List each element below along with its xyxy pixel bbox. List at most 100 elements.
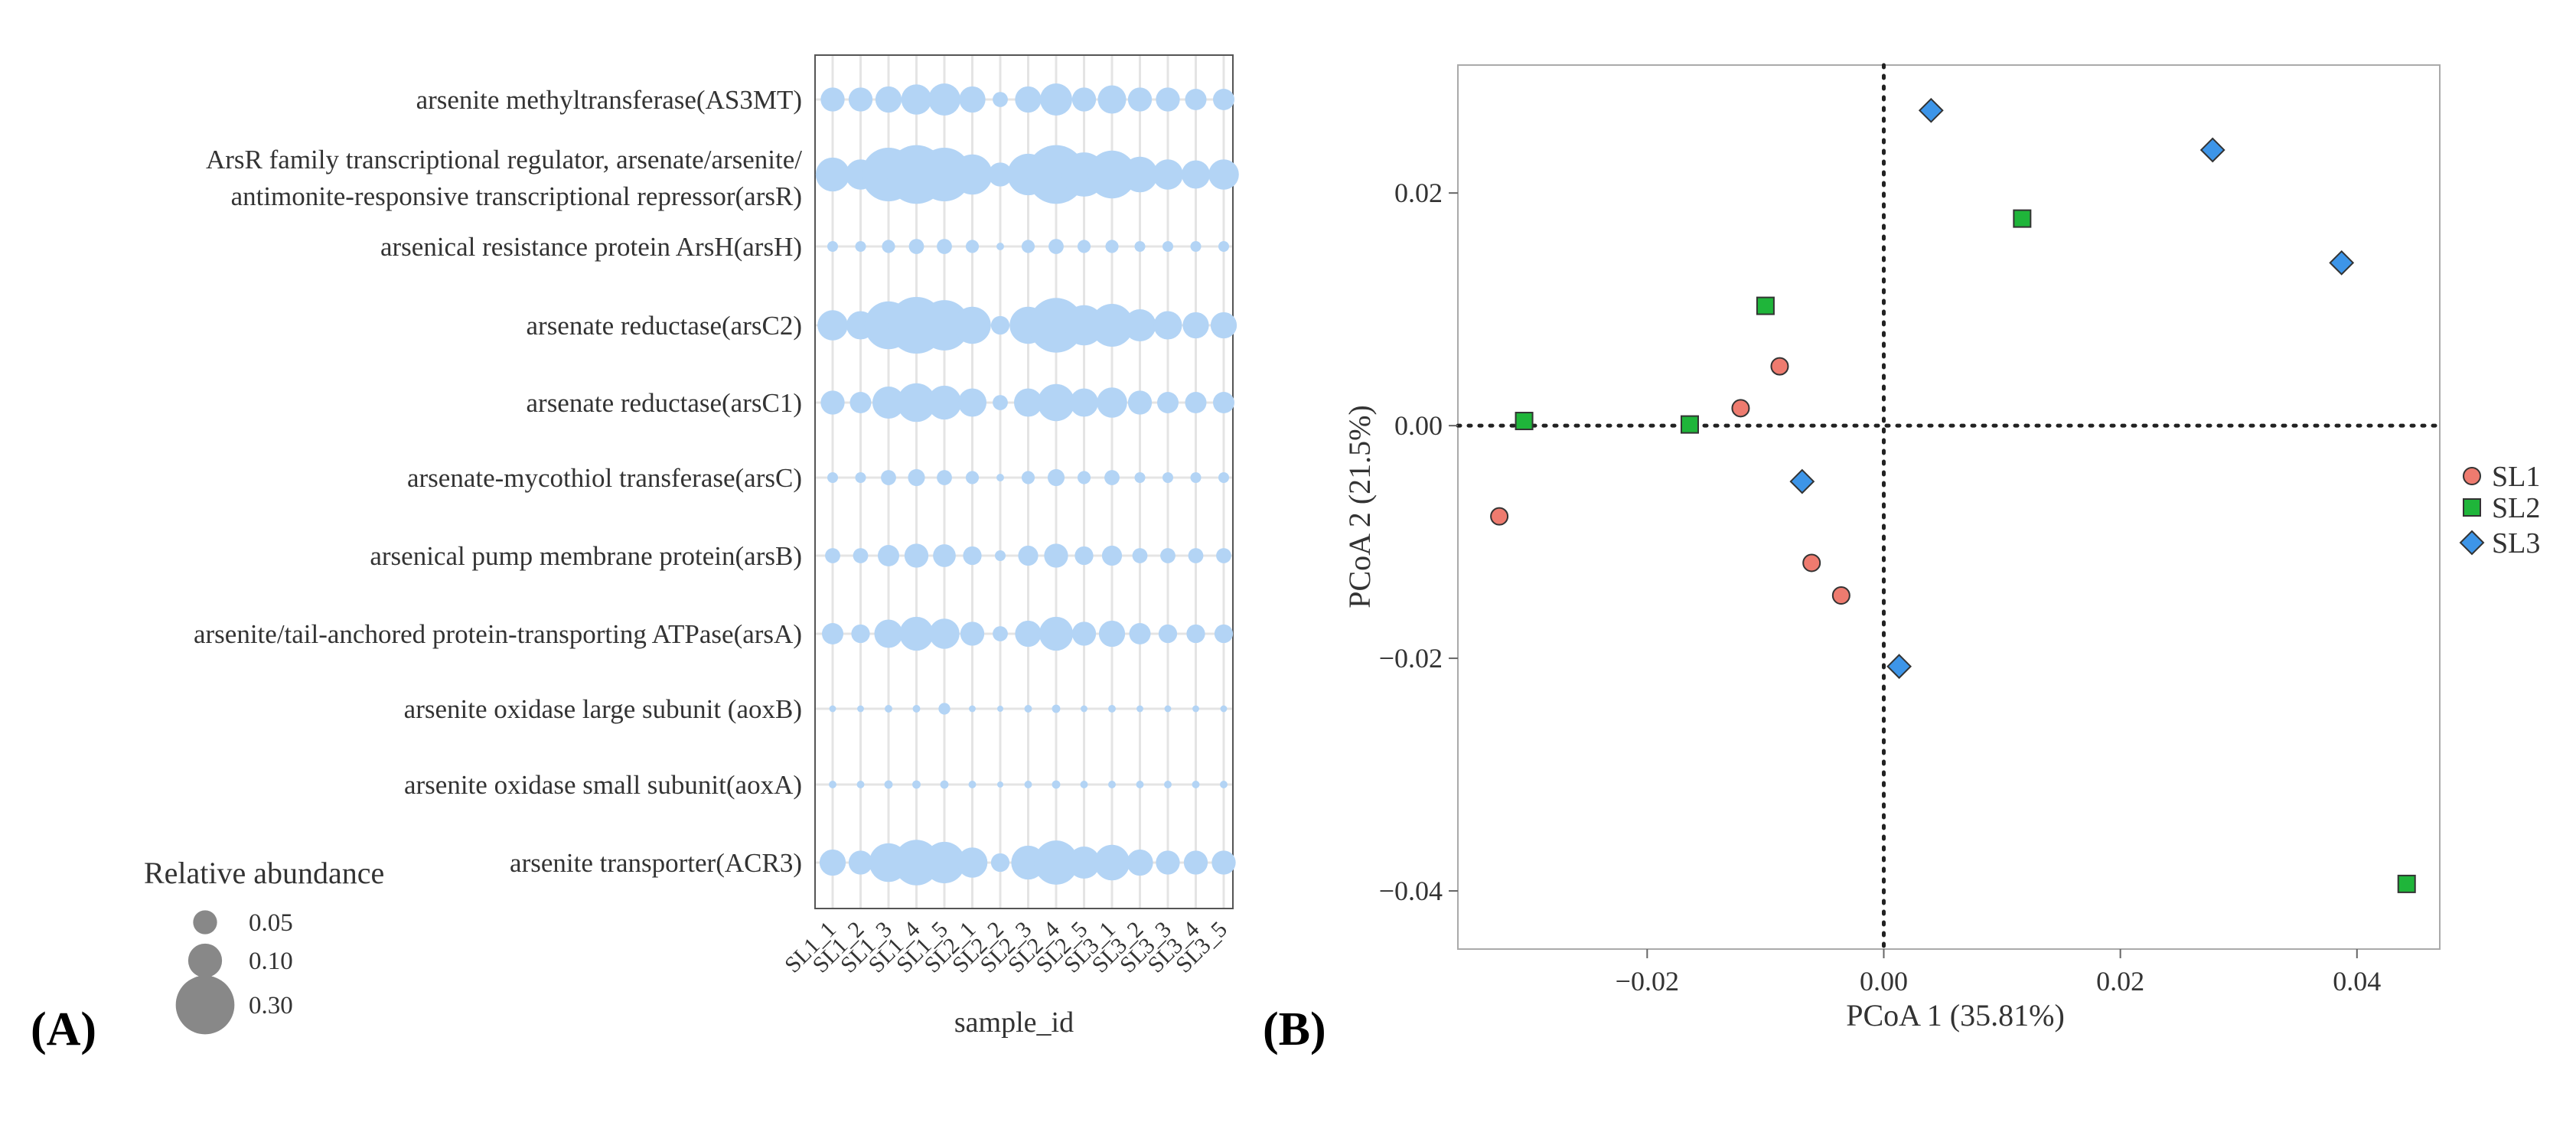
legend-label-sl2: SL2 xyxy=(2492,492,2540,524)
bubble xyxy=(923,841,966,884)
bubble xyxy=(1071,621,1097,646)
bubble xyxy=(1208,159,1239,190)
bubble xyxy=(1220,781,1228,788)
bubble xyxy=(1136,781,1144,788)
bubble xyxy=(963,546,982,566)
bubble xyxy=(1164,705,1172,713)
bubble xyxy=(848,87,873,112)
x-tick-label: 0.04 xyxy=(2333,966,2381,997)
bubble xyxy=(993,92,1008,107)
bubble xyxy=(928,83,960,116)
bubble xyxy=(1077,240,1091,253)
bubble xyxy=(993,626,1008,641)
size-legend-label: 0.30 xyxy=(249,992,293,1019)
y-tick-label: 0.00 xyxy=(1394,410,1443,441)
bubble xyxy=(820,87,845,112)
bubble xyxy=(1021,471,1035,484)
bubble xyxy=(1162,472,1173,483)
bubble-row-label: arsenate-mycothiol transferase(arsC) xyxy=(407,463,802,493)
bubble xyxy=(819,849,846,876)
bubble xyxy=(1052,780,1061,789)
bubble xyxy=(817,310,848,341)
bubble xyxy=(875,86,902,113)
bubble xyxy=(1080,781,1088,788)
bubble xyxy=(881,470,896,485)
bubble xyxy=(988,162,1012,187)
bubble xyxy=(1013,388,1043,417)
bubble xyxy=(901,84,932,115)
bubble xyxy=(1153,159,1183,190)
bubble xyxy=(897,383,936,422)
bubble xyxy=(940,780,949,789)
bubble xyxy=(1091,304,1133,347)
sl1-point xyxy=(1831,586,1850,605)
legend-symbol-sl1 xyxy=(2463,467,2481,485)
size-legend: 0.05 0.10 0.30 xyxy=(175,909,293,1035)
bubble xyxy=(856,781,865,788)
bubble xyxy=(1048,239,1064,254)
bubble xyxy=(1087,150,1136,199)
bubble xyxy=(952,154,993,195)
sl1-point xyxy=(1490,507,1509,526)
pcoa-points xyxy=(1490,97,2416,893)
bubble xyxy=(1134,472,1146,483)
bubble xyxy=(1214,624,1234,644)
bubble xyxy=(1024,705,1032,713)
size-legend-symbol xyxy=(193,910,217,935)
bubble xyxy=(820,390,845,415)
bubble xyxy=(1218,472,1229,483)
panel-label-b: (B) xyxy=(1263,1003,1326,1055)
legend-label-sl1: SL1 xyxy=(2492,461,2540,493)
bubble xyxy=(1069,388,1099,417)
bubble xyxy=(1158,624,1178,644)
bubble xyxy=(882,240,895,253)
bubble xyxy=(1077,471,1091,484)
bubble xyxy=(1108,705,1116,713)
bubble xyxy=(1185,392,1207,413)
sl3-point xyxy=(1789,468,1815,494)
bubble xyxy=(1122,156,1158,193)
bubble xyxy=(1018,545,1039,566)
bubble xyxy=(874,619,903,648)
bubble xyxy=(1156,87,1180,112)
bubble xyxy=(827,472,838,483)
bubble xyxy=(997,706,1003,712)
bubble xyxy=(919,300,970,351)
bubble xyxy=(1081,705,1087,713)
bubble-x-axis-label: sample_id xyxy=(954,1006,1074,1039)
pcoa-plot-frame xyxy=(1457,64,2441,950)
sl2-point xyxy=(1756,296,1775,315)
bubble xyxy=(885,705,892,713)
bubble xyxy=(937,470,952,485)
bubble xyxy=(1134,241,1146,252)
sl2-point xyxy=(1680,415,1699,434)
bubble-row-label: arsenate reductase(arsC1) xyxy=(527,388,803,418)
pcoa-x-axis-label: PCoA 1 (35.81%) xyxy=(1846,998,2065,1033)
bubble xyxy=(959,86,986,113)
bubble xyxy=(1136,705,1143,713)
bubble xyxy=(829,705,836,713)
bubble xyxy=(912,705,921,713)
bubble xyxy=(954,306,991,344)
bubble xyxy=(855,472,866,483)
bubble xyxy=(1218,241,1229,252)
bubble xyxy=(853,548,869,563)
bubble xyxy=(1192,781,1200,788)
size-legend-label: 0.05 xyxy=(249,909,293,937)
sl2-point xyxy=(2397,874,2416,893)
pcoa-y-axis-label: PCoA 2 (21.5%) xyxy=(1342,405,1377,608)
bubble xyxy=(938,703,951,715)
bubble xyxy=(851,624,870,644)
bubble xyxy=(1101,545,1123,566)
bubble xyxy=(872,387,905,419)
size-legend-symbol xyxy=(187,943,223,978)
bubble xyxy=(1037,383,1075,422)
bubble xyxy=(1190,241,1202,252)
bubble xyxy=(1039,616,1074,651)
bubble xyxy=(1097,387,1127,418)
pcoa-panel: −0.02 0.00 0.02 0.04 0.02 0.00 −0.02 −0.04 PCo… xyxy=(1263,63,2540,1055)
bubble xyxy=(1105,240,1119,253)
bubble xyxy=(1213,392,1234,413)
pcoa-x-ticks: −0.02 0.00 0.02 0.04 xyxy=(1616,949,2381,997)
